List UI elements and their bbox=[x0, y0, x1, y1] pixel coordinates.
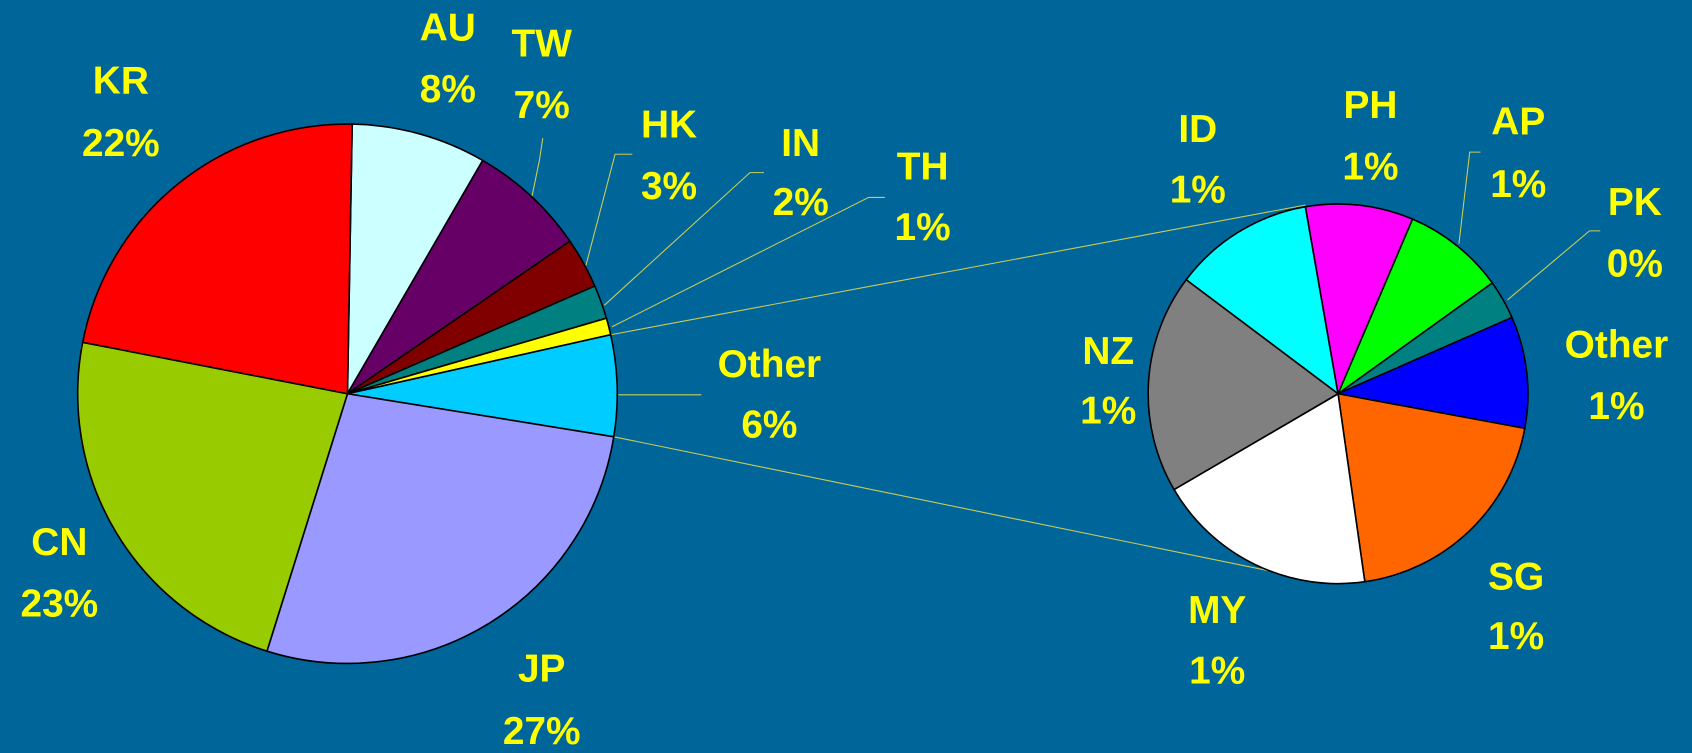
pie-slice bbox=[1185, 205, 1340, 396]
pie-slice bbox=[346, 159, 572, 395]
leader-line bbox=[1458, 151, 1481, 244]
slice-value-label: 1% bbox=[1342, 146, 1398, 189]
slice-value-label: 1% bbox=[1588, 385, 1644, 428]
slice-value-label: 1% bbox=[1488, 615, 1544, 658]
leader-line bbox=[585, 153, 633, 266]
pie-slice bbox=[1147, 278, 1340, 491]
slice-value-label: 1% bbox=[1170, 168, 1226, 211]
slice-category: MY bbox=[1188, 589, 1246, 632]
slice-category: Other bbox=[1565, 324, 1669, 367]
slice-category: ID bbox=[1178, 108, 1217, 151]
slice-value-label: 0% bbox=[1607, 243, 1663, 286]
slice-value-label: 23% bbox=[20, 583, 98, 626]
slice-category: TW bbox=[512, 23, 573, 66]
slice-category: IN bbox=[781, 122, 820, 165]
slice-category: Other bbox=[718, 343, 822, 386]
slice-value-label: 1% bbox=[1490, 163, 1546, 206]
slice-category: TH bbox=[897, 146, 949, 189]
slice-value-label: 2% bbox=[773, 181, 829, 224]
leader-line bbox=[603, 172, 764, 306]
pies bbox=[76, 123, 1529, 665]
slice-value-label: 3% bbox=[641, 165, 697, 208]
slice-category: AP bbox=[1491, 100, 1545, 143]
slice-category: JP bbox=[518, 647, 566, 690]
leader-line bbox=[531, 138, 544, 197]
leader-line bbox=[1507, 230, 1601, 301]
slice-category: CN bbox=[31, 521, 87, 564]
slice-value-label: 8% bbox=[420, 68, 476, 111]
labels: AU 8% TW 7% HK 3% IN 2% TH 1% Other 6% JP 27% CN 23% KR 2… bbox=[20, 6, 1668, 752]
slice-value-label: 27% bbox=[503, 710, 581, 753]
pie-slice bbox=[76, 341, 349, 653]
slice-value-label: 7% bbox=[514, 84, 570, 127]
pie-slice bbox=[1336, 218, 1494, 397]
slice-category: KR bbox=[93, 59, 149, 102]
slice-category: PH bbox=[1343, 84, 1397, 127]
slice-category: PK bbox=[1608, 181, 1662, 224]
leader-line bbox=[611, 196, 885, 328]
slice-value-label: 6% bbox=[741, 403, 797, 446]
connector-line bbox=[613, 436, 1290, 576]
slice-category: AU bbox=[420, 6, 476, 49]
slice-value-label: 1% bbox=[1189, 649, 1245, 692]
slice-value-label: 1% bbox=[1080, 389, 1136, 432]
pie-slice bbox=[81, 123, 353, 395]
slice-value-label: 1% bbox=[895, 206, 951, 249]
pie-slice bbox=[1335, 316, 1529, 430]
pie-slice bbox=[1304, 203, 1414, 397]
pie-slice bbox=[1337, 392, 1526, 583]
pie-slice bbox=[265, 392, 615, 665]
slice-category: SG bbox=[1488, 556, 1544, 599]
connectors bbox=[610, 204, 1306, 576]
pie-slice bbox=[346, 123, 484, 397]
slice-value-label: 22% bbox=[82, 122, 160, 165]
pie-slice bbox=[1172, 392, 1366, 585]
connector-line bbox=[610, 204, 1306, 336]
slice-category: HK bbox=[641, 104, 697, 147]
slice-category: NZ bbox=[1082, 330, 1134, 373]
